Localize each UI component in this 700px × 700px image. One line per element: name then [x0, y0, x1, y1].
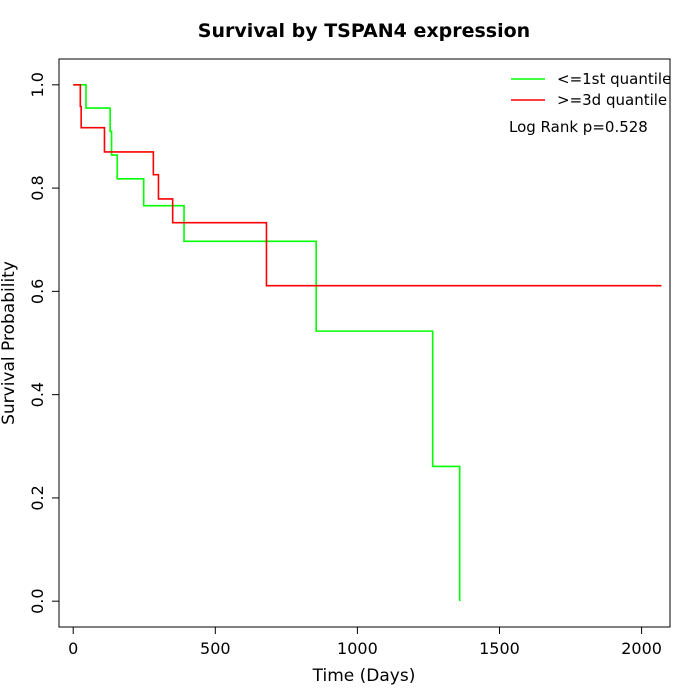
- x-axis-label: Time (Days): [312, 666, 416, 686]
- series-line-2: [73, 84, 662, 287]
- legend-label-1: <=1st quantile: [557, 70, 671, 88]
- x-axis: 0 500 1000 1500 2000: [68, 626, 662, 658]
- y-tick-label: 0.8: [28, 175, 47, 200]
- y-tick-label: 0.6: [28, 279, 47, 304]
- x-tick-label: 500: [200, 639, 231, 658]
- x-tick-label: 1000: [337, 639, 378, 658]
- plot-frame: [58, 58, 671, 628]
- chart-title: Survival by TSPAN4 expression: [198, 20, 530, 42]
- y-axis: 0.0 0.2 0.4 0.6 0.8 1.0: [28, 72, 60, 614]
- series-layer: [73, 84, 662, 602]
- x-tick-label: 2000: [621, 639, 662, 658]
- y-tick-label: 0.2: [28, 485, 47, 510]
- x-tick-label: 1500: [479, 639, 520, 658]
- y-tick-label: 1.0: [28, 72, 47, 97]
- legend: <=1st quantile >=3d quantile: [511, 70, 671, 109]
- y-tick-label: 0.0: [28, 588, 47, 613]
- y-axis-label: Survival Probability: [0, 261, 19, 425]
- y-tick-label: 0.4: [28, 382, 47, 407]
- log-rank-annotation: Log Rank p=0.528: [509, 118, 648, 136]
- series-line-1: [73, 84, 461, 602]
- x-tick-label: 0: [68, 639, 78, 658]
- legend-label-2: >=3d quantile: [557, 91, 667, 109]
